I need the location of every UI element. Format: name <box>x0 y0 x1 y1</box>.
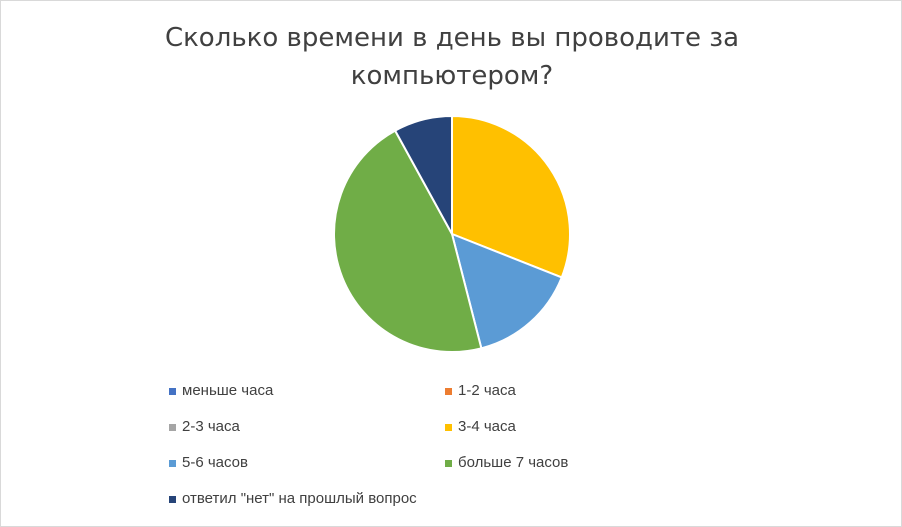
legend-label-3: 3-4 часа <box>458 418 516 435</box>
legend-item-4: 5-6 часов <box>169 453 248 473</box>
legend-item-2: 2-3 часа <box>169 417 240 437</box>
legend-swatch-0 <box>169 387 176 395</box>
legend-label-2: 2-3 часа <box>182 418 240 435</box>
legend-label-4: 5-6 часов <box>182 454 248 471</box>
pie-slice-6 <box>393 114 453 235</box>
legend-label-0: меньше часа <box>182 382 274 399</box>
legend-item-5: больше 7 часов <box>445 453 568 473</box>
pie-slice-3 <box>451 114 571 279</box>
legend-item-1: 1-2 часа <box>445 381 516 401</box>
legend-item-0: меньше часа <box>169 381 273 401</box>
legend-swatch-1 <box>445 387 452 395</box>
chart-title-line-1: Сколько времени в день вы проводите за <box>164 23 740 53</box>
pie-slice-4 <box>450 232 564 350</box>
legend-label-1: 1-2 часа <box>458 382 516 399</box>
legend-swatch-5 <box>445 459 452 467</box>
pie-slice-5 <box>333 129 483 353</box>
legend-label-5: больше 7 часов <box>458 454 569 471</box>
legend-label-6: ответил "нет" на прошлый вопрос <box>182 490 417 507</box>
legend-swatch-3 <box>445 423 452 431</box>
chart-title-line-2: компьютером? <box>350 61 554 91</box>
legend-swatch-2 <box>169 423 176 431</box>
legend-item-3: 3-4 часа <box>445 417 516 437</box>
chart-title: Сколько времени в день вы проводите за к… <box>141 19 763 95</box>
legend-swatch-4 <box>169 459 176 467</box>
legend-swatch-6 <box>169 495 176 503</box>
legend-item-6: ответил "нет" на прошлый вопрос <box>169 489 417 509</box>
